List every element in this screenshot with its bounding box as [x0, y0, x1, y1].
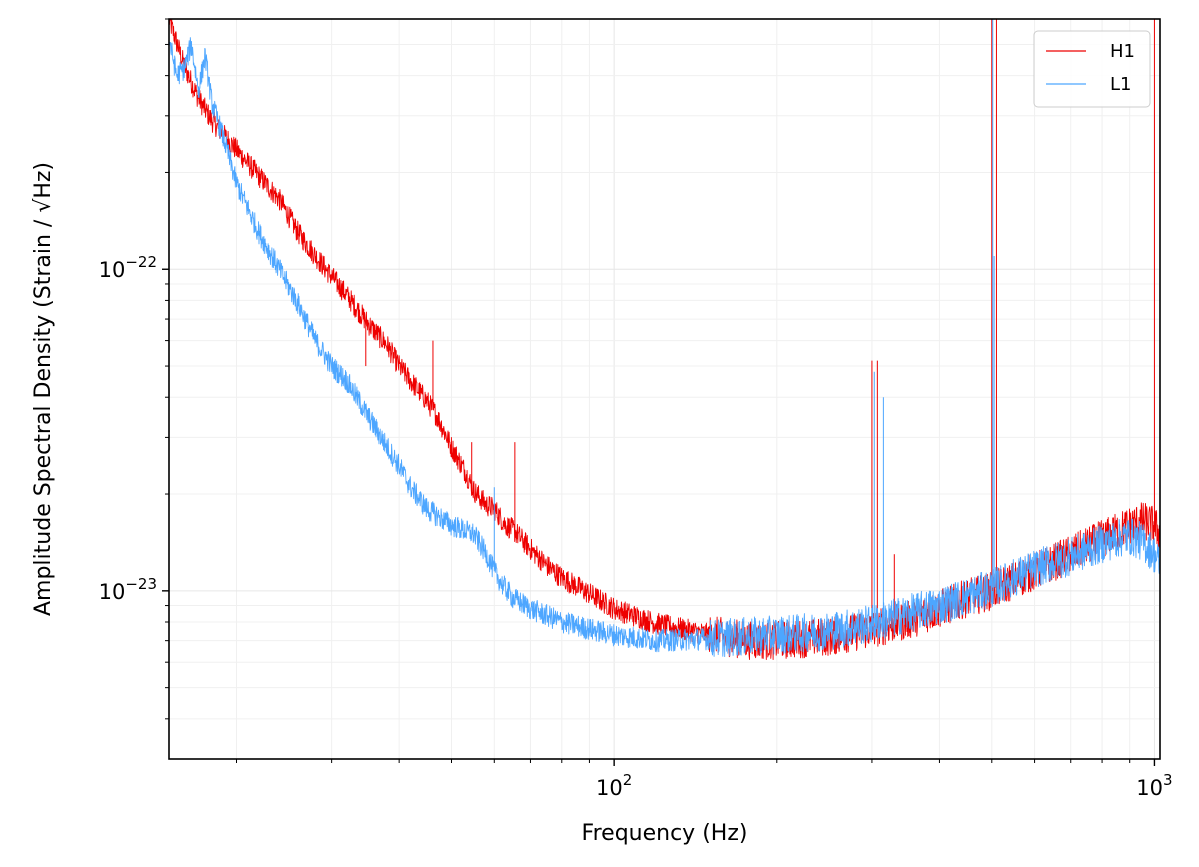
- x-tick-label-base: 10: [596, 776, 623, 800]
- x-axis-title: Frequency (Hz): [582, 821, 748, 846]
- series-h1: [169, 19, 1160, 660]
- series-line-h1: [169, 19, 1160, 660]
- legend-label-h1: H1: [1110, 41, 1135, 62]
- x-tick-label: 103: [1136, 771, 1172, 800]
- series-l1: [169, 19, 1160, 658]
- y-tick-label-exponent: −23: [125, 575, 157, 593]
- y-axis-title: Amplitude Spectral Density (Strain / √Hz…: [31, 162, 56, 616]
- y-tick-label-base: 10: [99, 258, 126, 282]
- legend-label-l1: L1: [1110, 74, 1131, 95]
- y-tick-label: 10−23: [99, 575, 157, 604]
- y-tick-label-exponent: −22: [125, 253, 157, 271]
- series-layer: [169, 19, 1160, 660]
- series-line-l1: [169, 37, 1160, 658]
- legend: H1 L1: [1033, 30, 1151, 108]
- legend-box: [1033, 30, 1151, 108]
- y-tick-label: 10−22: [99, 253, 157, 282]
- x-tick-label-exponent: 2: [623, 771, 633, 789]
- x-tick-label-base: 10: [1136, 776, 1163, 800]
- y-tick-label-base: 10: [99, 580, 126, 604]
- x-tick-label: 102: [596, 771, 632, 800]
- x-tick-label-exponent: 3: [1163, 771, 1173, 789]
- plot-frame: [168, 18, 1161, 760]
